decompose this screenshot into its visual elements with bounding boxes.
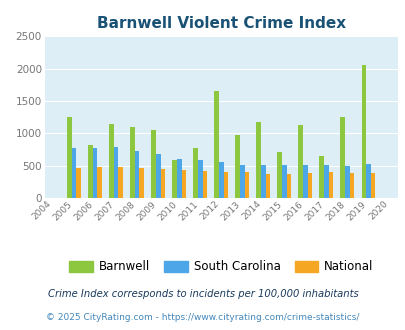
Bar bbox=[193, 148, 198, 198]
Bar bbox=[349, 173, 354, 198]
Bar bbox=[93, 148, 97, 198]
Bar bbox=[260, 165, 265, 198]
Bar bbox=[139, 168, 144, 198]
Bar bbox=[360, 65, 365, 198]
Bar bbox=[160, 169, 165, 198]
Bar bbox=[328, 173, 333, 198]
Bar bbox=[365, 164, 370, 198]
Bar bbox=[223, 172, 228, 198]
Bar bbox=[218, 162, 223, 198]
Bar bbox=[235, 135, 239, 198]
Bar bbox=[323, 165, 328, 198]
Bar bbox=[298, 125, 302, 198]
Bar bbox=[202, 171, 207, 198]
Bar bbox=[319, 156, 323, 198]
Bar bbox=[344, 166, 349, 198]
Bar bbox=[151, 130, 156, 198]
Bar bbox=[76, 168, 81, 198]
Text: © 2025 CityRating.com - https://www.cityrating.com/crime-statistics/: © 2025 CityRating.com - https://www.city… bbox=[46, 313, 359, 322]
Bar bbox=[370, 174, 375, 198]
Bar bbox=[256, 122, 260, 198]
Bar bbox=[302, 165, 307, 198]
Bar bbox=[97, 167, 102, 198]
Bar bbox=[281, 165, 286, 198]
Bar bbox=[307, 173, 311, 198]
Bar bbox=[118, 167, 123, 198]
Bar bbox=[172, 160, 177, 198]
Bar bbox=[244, 173, 249, 198]
Bar bbox=[177, 159, 181, 198]
Bar bbox=[130, 127, 134, 198]
Bar bbox=[286, 174, 290, 198]
Bar bbox=[239, 165, 244, 198]
Bar bbox=[67, 116, 72, 198]
Bar bbox=[134, 151, 139, 198]
Bar bbox=[156, 154, 160, 198]
Bar bbox=[277, 152, 281, 198]
Bar bbox=[109, 124, 113, 198]
Bar bbox=[198, 160, 202, 198]
Bar bbox=[214, 91, 218, 198]
Legend: Barnwell, South Carolina, National: Barnwell, South Carolina, National bbox=[64, 256, 377, 278]
Title: Barnwell Violent Crime Index: Barnwell Violent Crime Index bbox=[96, 16, 345, 31]
Bar bbox=[265, 174, 270, 198]
Bar bbox=[72, 148, 76, 198]
Bar bbox=[113, 147, 118, 198]
Bar bbox=[88, 145, 93, 198]
Bar bbox=[181, 170, 186, 198]
Bar bbox=[340, 117, 344, 198]
Text: Crime Index corresponds to incidents per 100,000 inhabitants: Crime Index corresponds to incidents per… bbox=[47, 289, 358, 299]
